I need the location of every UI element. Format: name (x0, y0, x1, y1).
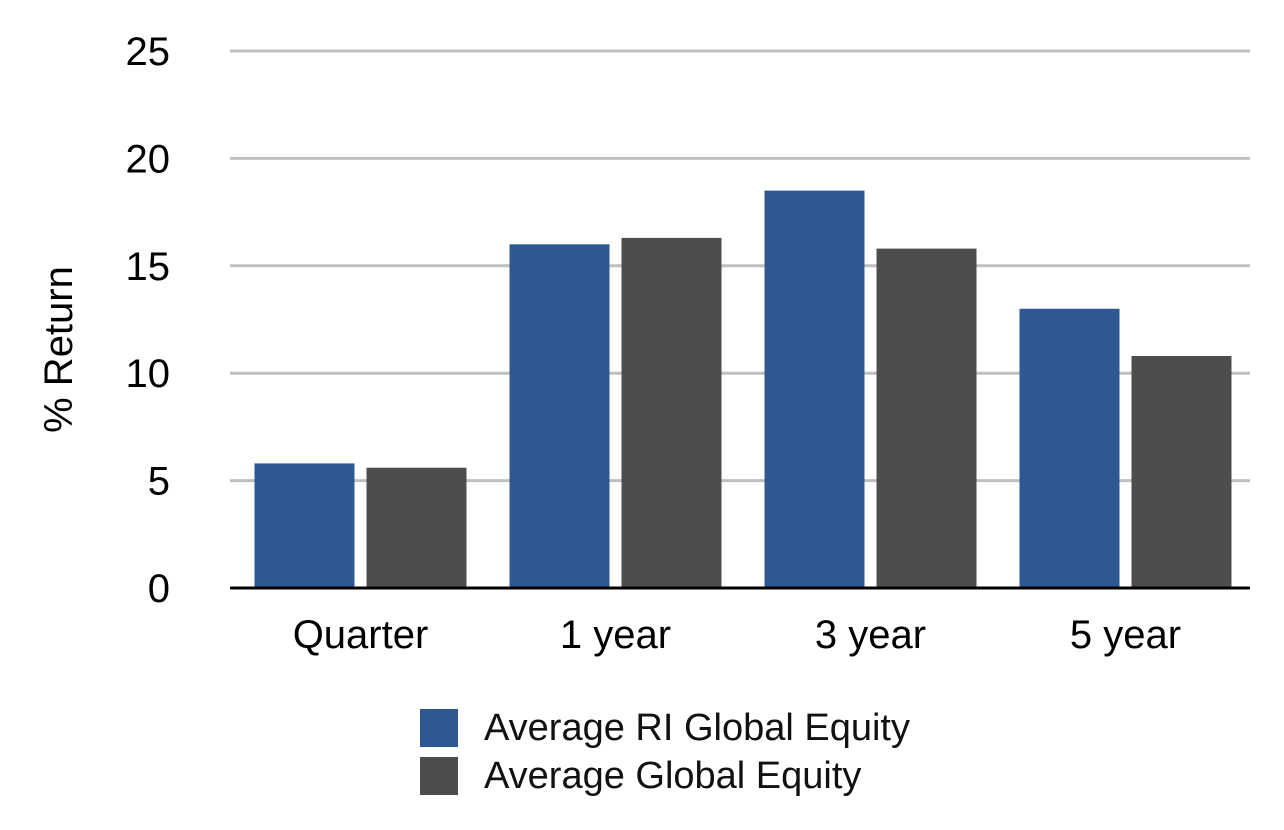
y-axis-ticks: 0 5 10 15 20 25 (126, 30, 171, 611)
x-tick-label: 3 year (815, 613, 926, 657)
y-tick-label: 25 (126, 30, 171, 74)
x-axis-ticks: Quarter 1 year 3 year 5 year (293, 613, 1181, 657)
y-tick-label: 0 (148, 567, 170, 611)
x-tick-label: 5 year (1070, 613, 1181, 657)
bar-chart: 0 5 10 15 20 25 Quarter 1 year 3 year 5 year % R… (37, 30, 1250, 657)
bar-global-equity-quarter (366, 467, 467, 588)
legend: Average RI Global Equity Average Global … (420, 704, 910, 800)
bar-ri-global-equity-1-year (509, 244, 610, 588)
x-tick-label: Quarter (293, 613, 429, 657)
bar-ri-global-equity-5-year (1019, 308, 1120, 588)
bar-ri-global-equity-quarter (254, 463, 355, 588)
legend-item-global-equity: Average Global Equity (420, 752, 910, 800)
legend-item-ri-global-equity: Average RI Global Equity (420, 704, 910, 752)
y-tick-label: 10 (126, 352, 171, 396)
legend-label: Average Global Equity (484, 754, 862, 797)
legend-swatch (420, 757, 458, 795)
y-tick-label: 20 (126, 137, 171, 181)
y-tick-label: 5 (148, 460, 170, 504)
legend-label: Average RI Global Equity (484, 706, 910, 749)
x-tick-label: 1 year (560, 613, 671, 657)
legend-swatch (420, 709, 458, 747)
y-tick-label: 15 (126, 245, 171, 289)
bar-global-equity-3-year (876, 248, 977, 588)
bars (254, 190, 1232, 588)
bar-ri-global-equity-3-year (764, 190, 865, 588)
y-axis-label: % Return (37, 266, 81, 433)
bar-global-equity-1-year (621, 237, 722, 588)
bar-global-equity-5-year (1131, 356, 1232, 588)
